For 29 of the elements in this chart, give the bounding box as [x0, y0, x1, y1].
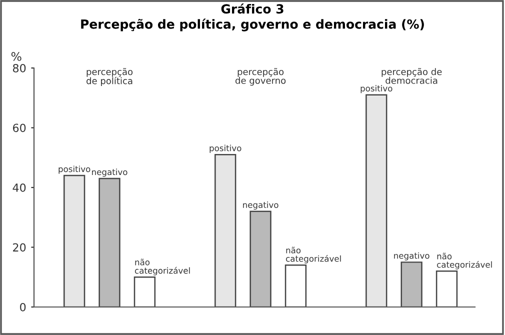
bar — [400, 262, 422, 307]
x-tick-label: percepção de governo — [235, 68, 286, 86]
series-label: não categorizável — [437, 252, 492, 270]
y-tick-label: 80 — [12, 64, 26, 72]
text: não categorizável — [286, 246, 341, 264]
text: positivo — [58, 166, 90, 174]
x-tick-label: percepção de política — [86, 68, 133, 86]
bar — [366, 94, 388, 307]
chart-title: Gráfico 3 — [221, 3, 284, 14]
bar — [250, 210, 272, 307]
bar — [436, 270, 458, 307]
series-label: positivo — [210, 144, 242, 153]
y-tick-label: 40 — [12, 183, 26, 192]
y-axis-title: % — [11, 52, 22, 61]
bar — [98, 178, 120, 307]
bar — [134, 276, 156, 307]
x-tick-label: percepção de democracia — [382, 68, 442, 84]
text: positivo — [360, 85, 392, 94]
bar — [284, 264, 307, 307]
series-label: negativo — [243, 202, 278, 210]
text: negativo — [394, 252, 430, 260]
text: negativo — [92, 168, 128, 177]
bar — [214, 154, 236, 307]
y-tick-label: 20 — [13, 243, 26, 252]
bar — [64, 174, 86, 307]
chart-subtitle: Percepção de política, governo e democracia (%) — [81, 18, 424, 32]
y-tick-label: 60 — [13, 124, 26, 132]
text: não categorizável — [134, 258, 190, 276]
y-tick-label: 0 — [20, 302, 26, 312]
